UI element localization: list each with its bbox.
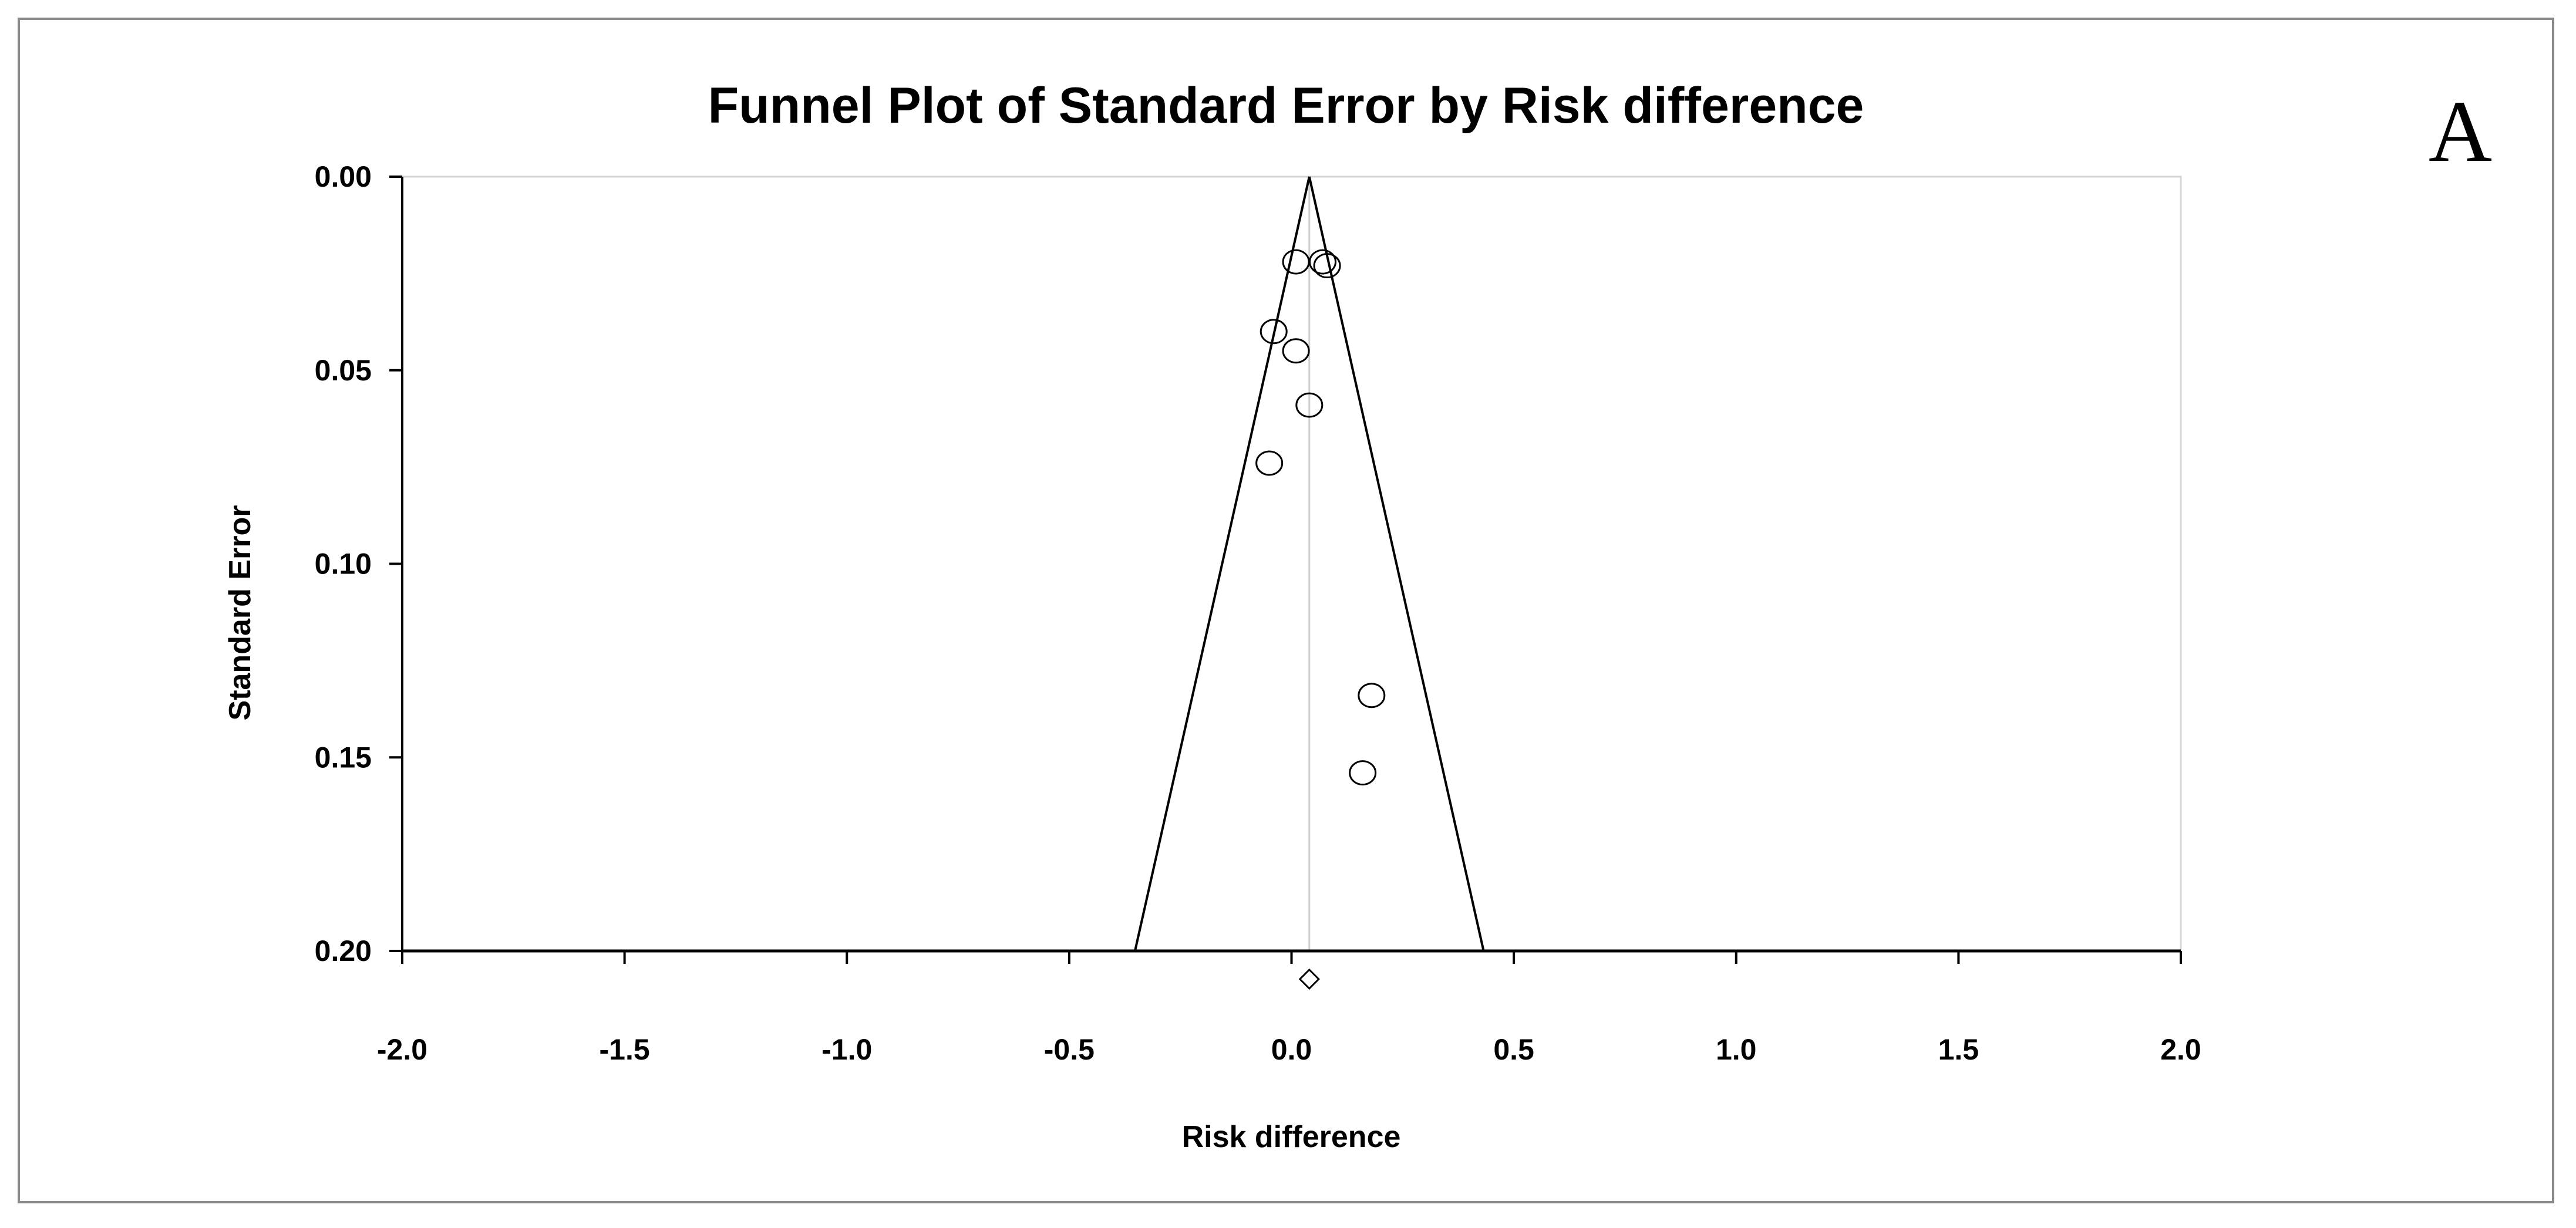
x-tick-label: 0.5 [1493,1033,1534,1066]
figure-frame: Funnel Plot of Standard Error by Risk di… [18,18,2554,1203]
study-point [1282,338,1310,364]
funnel-plot: Funnel Plot of Standard Error by Risk di… [223,77,2492,1154]
x-tick-label: -2.0 [377,1033,427,1066]
study-point [1309,249,1337,275]
plot-area [389,176,2182,990]
study-point [1349,760,1377,786]
plot-border [401,176,2182,952]
panel-label: A [2429,83,2492,180]
study-point [1282,249,1310,275]
y-tick-label: 0.20 [315,935,372,967]
x-tick-label: -1.0 [821,1033,872,1066]
study-point [1358,683,1386,709]
x-axis-label: Risk difference [1182,1120,1401,1154]
y-tick-label: 0.15 [315,741,372,774]
chart-title: Funnel Plot of Standard Error by Risk di… [708,77,1864,134]
x-tick-label: -1.5 [600,1033,650,1066]
y-tick-label: 0.00 [315,160,372,193]
x-tick-label: 2.0 [2160,1033,2201,1066]
funnel-right-line [1308,176,1485,952]
summary-diamond [1298,968,1320,990]
x-tick-labels: -2.0 -1.5 -1.0 -0.5 0.0 0.5 1.0 1.5 2.0 [377,1033,2201,1066]
y-axis-label: Standard Error [223,505,257,721]
x-tick-label: 0.0 [1271,1033,1312,1066]
y-tick-labels: 0.00 0.05 0.10 0.15 0.20 [315,160,372,967]
study-point [1313,253,1341,279]
study-point [1255,450,1284,476]
x-tick-label: 1.5 [1938,1033,1979,1066]
x-tick-label: -0.5 [1044,1033,1095,1066]
x-tick-label: 1.0 [1716,1033,1757,1066]
y-tick-label: 0.10 [315,548,372,581]
study-point [1260,319,1288,345]
funnel-left-line [1133,176,1311,952]
y-tick-label: 0.05 [315,354,372,387]
study-point [1295,392,1324,418]
